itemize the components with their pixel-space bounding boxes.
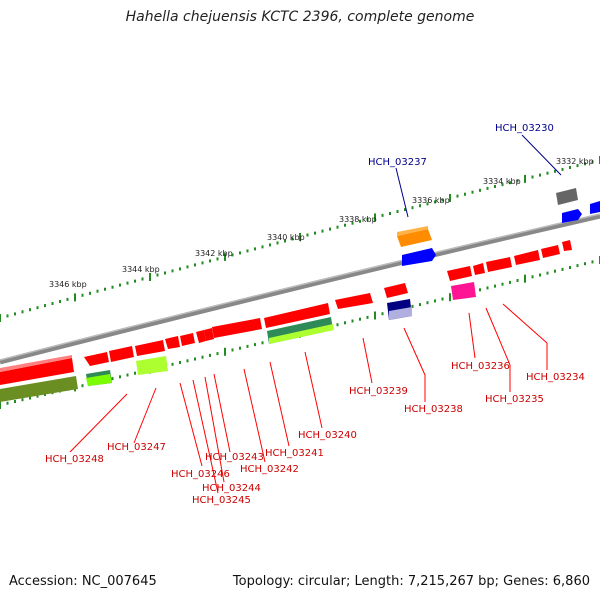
label-HCH_03247: HCH_03247	[107, 442, 166, 453]
label-HCH_03238: HCH_03238	[404, 404, 463, 415]
gene-HCH_03237-orange[interactable]	[397, 229, 432, 247]
kbp-label-3332: 3332 kbp	[556, 157, 594, 166]
gene-red-1[interactable]	[0, 358, 74, 385]
gene-red-4[interactable]	[135, 340, 165, 356]
gene-red-5[interactable]	[165, 336, 180, 349]
gene-red-18[interactable]	[562, 240, 572, 251]
gene-red-8[interactable]	[204, 328, 214, 341]
gene-red-6[interactable]	[180, 333, 195, 346]
inner-lane-genes	[0, 282, 476, 402]
label-HCH_03230: HCH_03230	[495, 123, 554, 134]
kbp-label-3340: 3340 kbp	[267, 233, 305, 242]
map-title: Hahella chejuensis KCTC 2396, complete g…	[125, 9, 475, 25]
gene-red-9[interactable]	[212, 318, 262, 338]
label-HCH_03243: HCH_03243	[205, 452, 264, 463]
gene-red-2[interactable]	[84, 352, 109, 366]
gene-blue-edge[interactable]	[590, 201, 600, 214]
highlight-leader-lines	[395, 134, 562, 218]
genome-backbone	[0, 213, 600, 365]
gene-red-14[interactable]	[473, 263, 485, 275]
kbp-label-3338: 3338 kbp	[339, 215, 377, 224]
gene-HCH_03237-blue[interactable]	[402, 248, 436, 266]
label-HCH_03245: HCH_03245	[192, 495, 251, 506]
reverse-genes	[0, 240, 572, 385]
outer-tick-ring	[0, 156, 600, 322]
accession-text: Accession: NC_007645	[9, 574, 157, 589]
label-HCH_03244: HCH_03244	[202, 483, 261, 494]
label-HCH_03242: HCH_03242	[240, 464, 299, 475]
gene-red-17[interactable]	[541, 245, 560, 258]
label-HCH_03241: HCH_03241	[265, 448, 324, 459]
genome-info-text: Topology: circular; Length: 7,215,267 bp…	[232, 574, 590, 589]
gene-red-10[interactable]	[264, 303, 330, 328]
forward-genes	[397, 188, 600, 266]
label-HCH_03248: HCH_03248	[45, 454, 104, 465]
gene-red-7[interactable]	[196, 330, 206, 343]
label-HCH_03236: HCH_03236	[451, 361, 510, 372]
gene-red-3[interactable]	[109, 346, 134, 362]
kbp-label-3346: 3346 kbp	[49, 280, 87, 289]
gene-lightgreen[interactable]	[136, 356, 168, 375]
label-HCH_03234: HCH_03234	[526, 372, 585, 383]
label-HCH_03246: HCH_03246	[171, 469, 230, 480]
kbp-label-3342: 3342 kbp	[195, 249, 233, 258]
gene-red-11[interactable]	[335, 293, 373, 309]
gene-magenta[interactable]	[451, 282, 476, 300]
gene-red-13[interactable]	[447, 266, 472, 281]
gene-red-16[interactable]	[514, 250, 540, 265]
kbp-label-3334: 3334 kbp	[483, 177, 521, 186]
gene-HCH_03230-blue[interactable]	[562, 209, 582, 223]
gene-red-15[interactable]	[486, 257, 512, 272]
kbp-label-3344: 3344 kbp	[122, 265, 160, 274]
kbp-label-3336: 3336 kbp	[412, 196, 450, 205]
gene-leader-lines	[69, 303, 548, 494]
label-HCH_03237: HCH_03237	[368, 157, 427, 168]
label-HCH_03235: HCH_03235	[485, 394, 544, 405]
gene-HCH_03230-grey[interactable]	[556, 188, 578, 205]
gene-olive[interactable]	[0, 376, 78, 402]
gene-red-12[interactable]	[384, 283, 408, 298]
label-HCH_03240: HCH_03240	[298, 430, 357, 441]
label-HCH_03239: HCH_03239	[349, 386, 408, 397]
